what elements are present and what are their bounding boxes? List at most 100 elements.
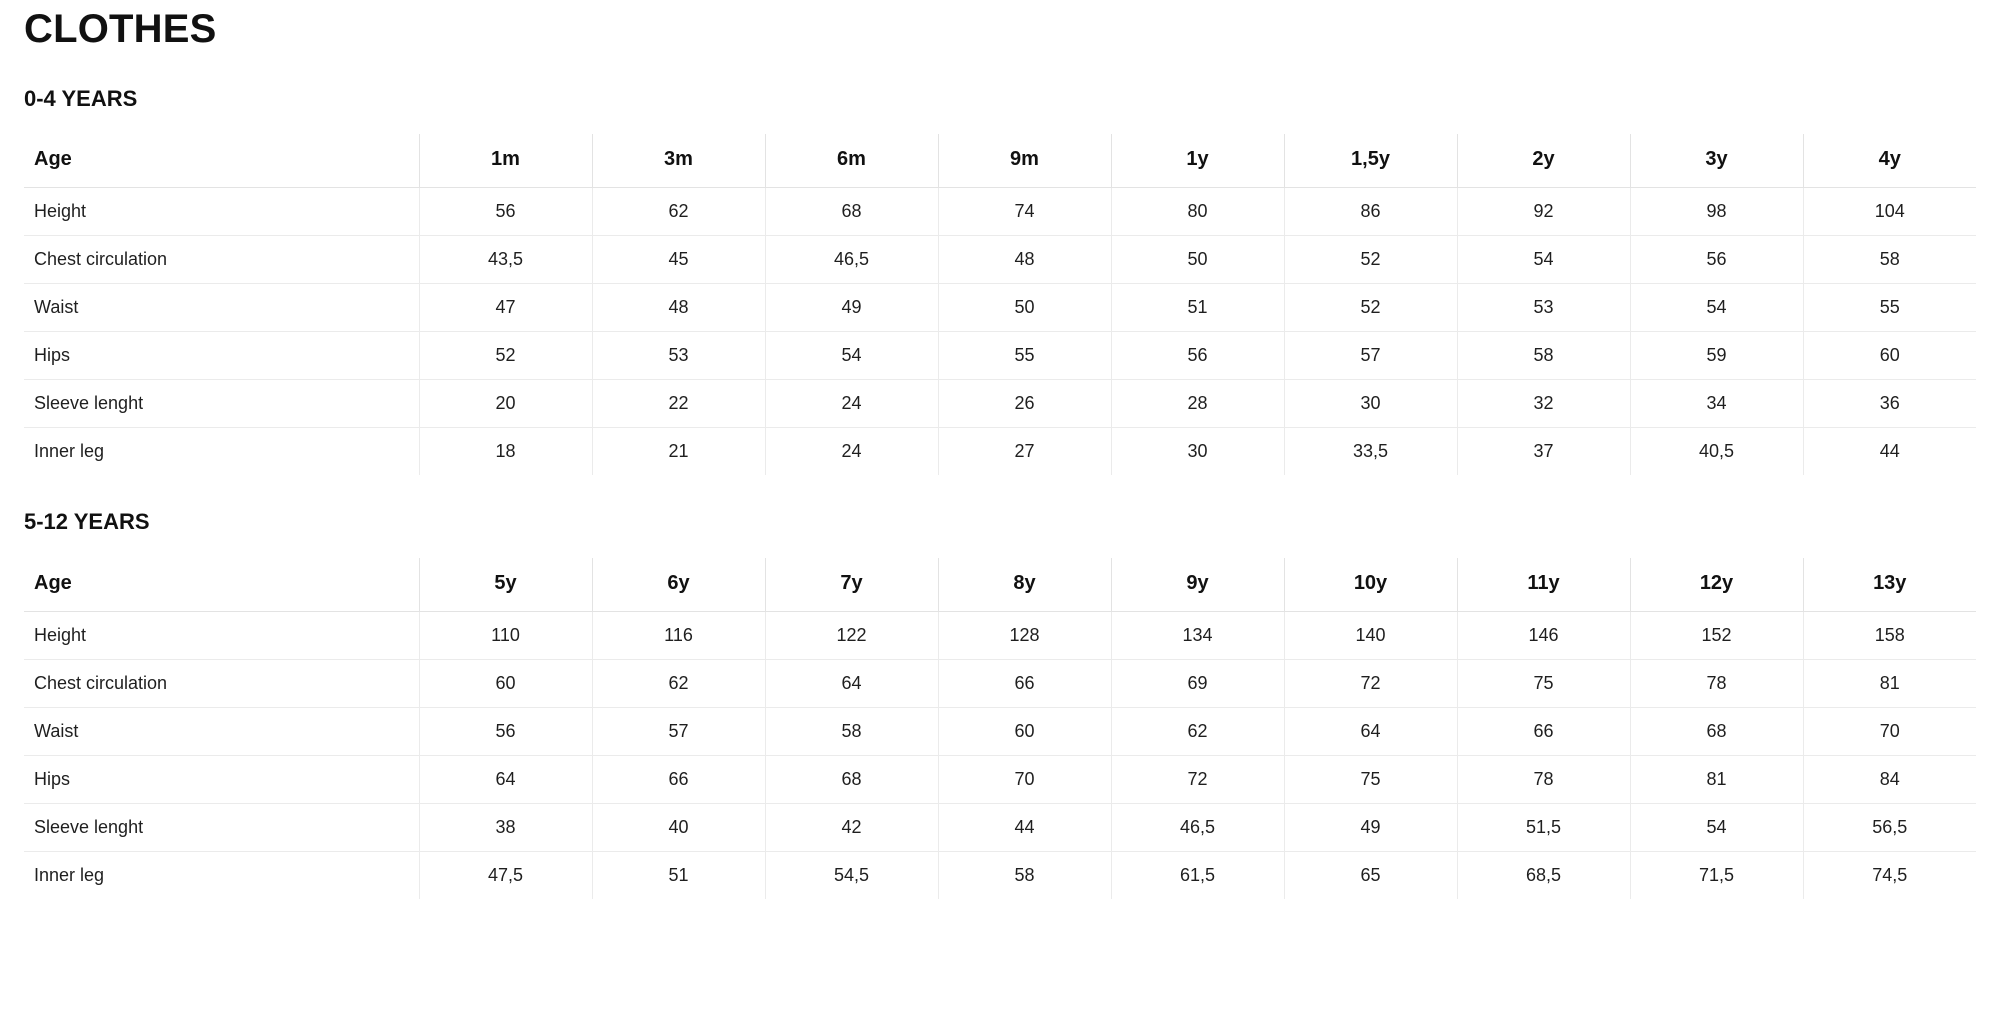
row-label: Waist — [24, 283, 419, 333]
table-cell: 58 — [937, 851, 1111, 899]
table-cell: 37 — [1456, 427, 1630, 476]
row-label: Chest circulation — [24, 235, 419, 285]
table-cell: 92 — [1456, 187, 1630, 237]
table-cell: 68 — [1629, 707, 1803, 756]
table-cell: 74,5 — [1802, 851, 1976, 899]
column-header: 1,5y — [1283, 134, 1457, 189]
table-row: Inner leg 18 21 24 27 30 33,5 37 40,5 44 — [24, 427, 1976, 476]
row-label: Height — [24, 611, 419, 660]
column-header: 6m — [764, 134, 938, 189]
column-header: 8y — [937, 557, 1111, 612]
table-cell: 64 — [418, 755, 592, 804]
table-cell: 55 — [1802, 283, 1976, 333]
row-label: Sleeve lenght — [24, 379, 419, 429]
table-cell: 21 — [591, 427, 765, 476]
table-header-row: Age 1m 3m 6m 9m 1y 1,5y 2y 3y 4y — [24, 134, 1976, 189]
table-cell: 69 — [1110, 659, 1284, 708]
row-label: Inner leg — [24, 427, 419, 476]
table-cell: 140 — [1283, 611, 1457, 660]
table-cell: 54 — [764, 331, 938, 381]
table-row: Hips 64 66 68 70 72 75 78 81 84 — [24, 755, 1976, 804]
table-cell: 60 — [418, 659, 592, 708]
column-header-age: Age — [24, 134, 419, 189]
table-cell: 75 — [1456, 659, 1630, 708]
table-cell: 32 — [1456, 379, 1630, 429]
table-cell: 61,5 — [1110, 851, 1284, 899]
table-cell: 70 — [937, 755, 1111, 804]
row-label: Inner leg — [24, 851, 419, 899]
table-cell: 42 — [764, 803, 938, 852]
table-cell: 116 — [591, 611, 765, 660]
column-header: 3y — [1629, 134, 1803, 189]
table-cell: 56 — [418, 187, 592, 237]
table-cell: 55 — [937, 331, 1111, 381]
column-header: 3m — [591, 134, 765, 189]
table-cell: 122 — [764, 611, 938, 660]
row-label: Height — [24, 187, 419, 237]
table-cell: 68 — [764, 755, 938, 804]
table-row: Height 110 116 122 128 134 140 146 152 1… — [24, 611, 1976, 660]
table-row: Sleeve lenght 20 22 24 26 28 30 32 34 36 — [24, 379, 1976, 429]
table-header-row: Age 5y 6y 7y 8y 9y 10y 11y 12y 13y — [24, 557, 1976, 612]
table-cell: 158 — [1802, 611, 1976, 660]
table-head-1: Age 5y 6y 7y 8y 9y 10y 11y 12y 13y — [24, 557, 1976, 612]
table-cell: 18 — [418, 427, 592, 476]
table-cell: 50 — [937, 283, 1111, 333]
table-cell: 51 — [591, 851, 765, 899]
table-cell: 22 — [591, 379, 765, 429]
table-cell: 47,5 — [418, 851, 592, 899]
row-label: Hips — [24, 331, 419, 381]
size-chart-page: CLOTHES 0-4 YEARS Age 1m 3m 6m 9m 1y 1,5… — [0, 6, 2000, 909]
row-label: Waist — [24, 707, 419, 756]
table-cell: 47 — [418, 283, 592, 333]
table-cell: 128 — [937, 611, 1111, 660]
table-row: Sleeve lenght 38 40 42 44 46,5 49 51,5 5… — [24, 803, 1976, 852]
column-header: 7y — [764, 557, 938, 612]
size-table-wrapper-5-12-years: Age 5y 6y 7y 8y 9y 10y 11y 12y 13y Heigh… — [24, 557, 1976, 899]
column-header: 13y — [1802, 557, 1976, 612]
column-header-age: Age — [24, 557, 419, 612]
table-cell: 44 — [1802, 427, 1976, 476]
table-cell: 52 — [1283, 235, 1457, 285]
table-cell: 51,5 — [1456, 803, 1630, 852]
table-cell: 134 — [1110, 611, 1284, 660]
table-cell: 40,5 — [1629, 427, 1803, 476]
table-cell: 66 — [591, 755, 765, 804]
section-title-5-12-years: 5-12 YEARS — [24, 509, 150, 535]
table-cell: 60 — [1802, 331, 1976, 381]
table-cell: 56 — [1629, 235, 1803, 285]
table-cell: 78 — [1456, 755, 1630, 804]
table-cell: 84 — [1802, 755, 1976, 804]
table-row: Waist 47 48 49 50 51 52 53 54 55 — [24, 283, 1976, 333]
table-cell: 53 — [591, 331, 765, 381]
row-label: Sleeve lenght — [24, 803, 419, 852]
table-cell: 54,5 — [764, 851, 938, 899]
section-title-0-4-years: 0-4 YEARS — [24, 86, 138, 111]
table-cell: 64 — [1283, 707, 1457, 756]
table-cell: 57 — [1283, 331, 1457, 381]
column-header: 1m — [418, 134, 592, 189]
table-body-0: Height 56 62 68 74 80 86 92 98 104 Chest… — [24, 187, 1976, 476]
table-cell: 72 — [1283, 659, 1457, 708]
table-cell: 146 — [1456, 611, 1630, 660]
table-cell: 38 — [418, 803, 592, 852]
table-cell: 34 — [1629, 379, 1803, 429]
table-cell: 24 — [764, 379, 938, 429]
bottom-spacer — [24, 899, 1976, 909]
table-cell: 65 — [1283, 851, 1457, 899]
row-label: Hips — [24, 755, 419, 804]
table-cell: 74 — [937, 187, 1111, 237]
column-header: 9m — [937, 134, 1111, 189]
table-cell: 58 — [1802, 235, 1976, 285]
table-cell: 46,5 — [1110, 803, 1284, 852]
table-cell: 75 — [1283, 755, 1457, 804]
table-cell: 58 — [764, 707, 938, 756]
table-cell: 24 — [764, 427, 938, 476]
table-cell: 33,5 — [1283, 427, 1457, 476]
table-cell: 60 — [937, 707, 1111, 756]
table-cell: 98 — [1629, 187, 1803, 237]
table-cell: 81 — [1629, 755, 1803, 804]
table-cell: 64 — [764, 659, 938, 708]
table-cell: 104 — [1802, 187, 1976, 237]
column-header: 1y — [1110, 134, 1284, 189]
